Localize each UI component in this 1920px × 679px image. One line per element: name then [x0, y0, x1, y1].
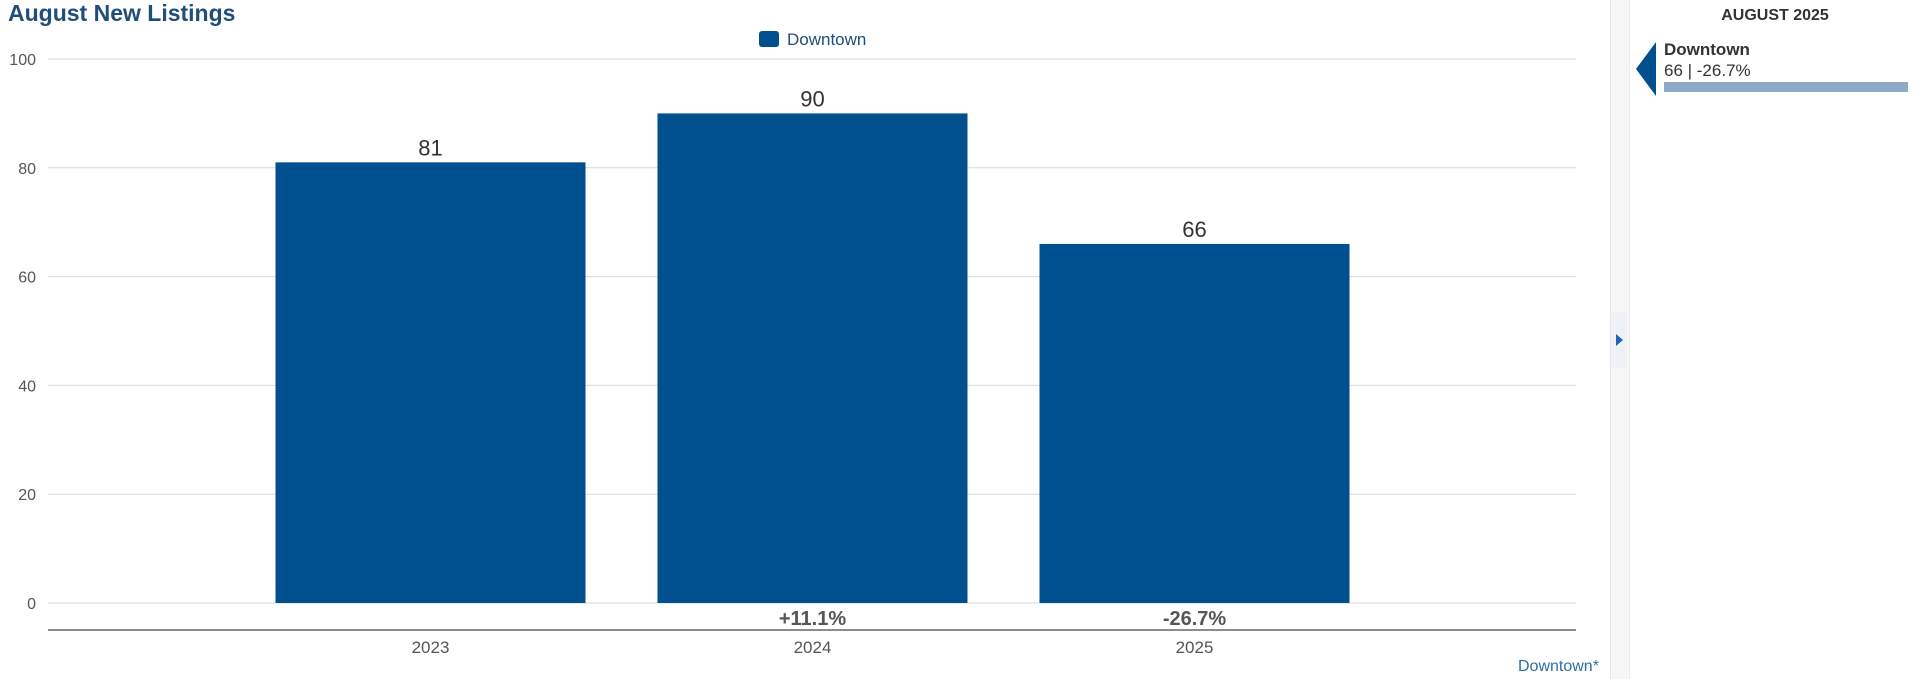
x-tick-label: 2023 [412, 638, 450, 657]
data-label: 81 [418, 135, 442, 160]
data-labels: 81 90 66 [418, 86, 1206, 242]
chart-title: August New Listings [8, 0, 236, 26]
data-label: 90 [800, 86, 824, 111]
legend: Downtown [759, 30, 866, 49]
side-panel-item[interactable]: Downtown 66 | -26.7% [1636, 40, 1920, 96]
collapse-panel-button[interactable] [1611, 312, 1627, 368]
bars [275, 113, 1350, 604]
bar-2024[interactable] [657, 113, 968, 604]
y-tick-label: 20 [18, 487, 36, 504]
legend-label[interactable]: Downtown [787, 30, 866, 49]
y-tick-label: 100 [9, 52, 36, 69]
change-label: -26.7% [1163, 608, 1227, 630]
y-tick-label: 0 [27, 596, 36, 613]
side-item-value: 66 | -26.7% [1664, 61, 1751, 80]
legend-swatch [759, 31, 779, 47]
side-item-name: Downtown [1664, 40, 1750, 59]
x-tick-label: 2024 [794, 638, 832, 657]
x-axis-ticks: 2023 2024 2025 [412, 638, 1214, 657]
y-axis-ticks: 0 20 40 60 80 100 [9, 52, 36, 613]
x-tick-label: 2025 [1176, 638, 1214, 657]
chevron-right-icon [1615, 334, 1623, 346]
footnote-link[interactable]: Downtown* [1518, 658, 1599, 675]
pointer-left-icon [1636, 42, 1656, 96]
change-label: +11.1% [779, 608, 847, 630]
y-tick-label: 80 [18, 161, 36, 178]
y-tick-label: 40 [18, 378, 36, 395]
bar-chart: 0 20 40 60 80 100 81 90 66 2023 2024 2025 +11.1% -… [9, 30, 1576, 657]
data-label: 66 [1182, 217, 1206, 242]
side-item-bar [1664, 82, 1908, 92]
side-panel-header: AUGUST 2025 [1721, 7, 1829, 24]
side-panel: AUGUST 2025 Downtown 66 | -26.7% [1630, 0, 1920, 679]
y-tick-label: 60 [18, 270, 36, 287]
bar-2023[interactable] [275, 162, 586, 604]
bar-2025[interactable] [1039, 243, 1350, 603]
change-labels: +11.1% -26.7% [779, 608, 1227, 630]
